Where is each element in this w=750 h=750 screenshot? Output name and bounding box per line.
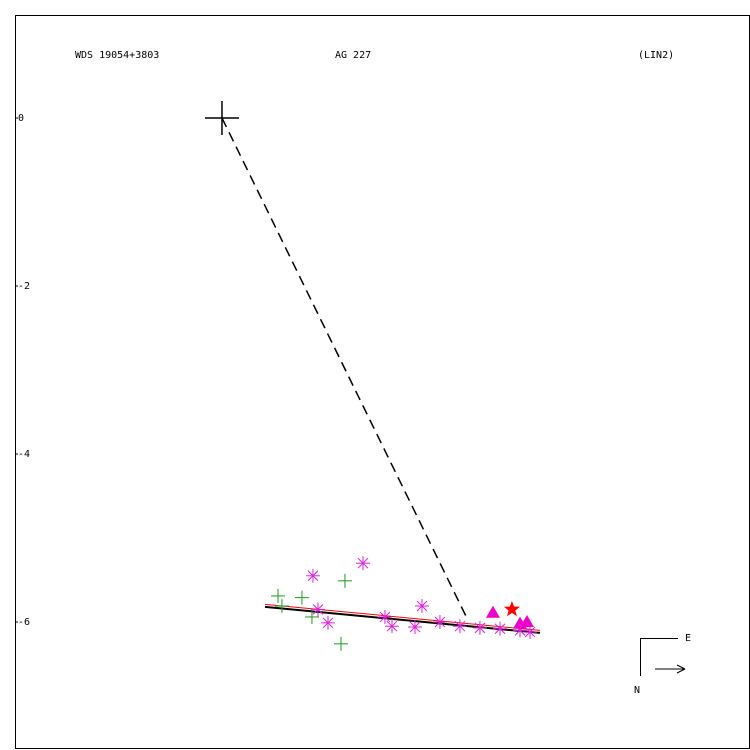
marker-stroke bbox=[454, 620, 466, 632]
data-point bbox=[384, 619, 399, 634]
marker-stroke bbox=[379, 611, 391, 623]
compass-north-label: N bbox=[634, 685, 640, 696]
marker-stroke bbox=[386, 620, 398, 632]
y-tick-label: -6 bbox=[18, 617, 30, 628]
marker-shape bbox=[485, 605, 500, 618]
data-point bbox=[305, 568, 320, 583]
marker-shape bbox=[503, 600, 521, 617]
data-point bbox=[294, 590, 309, 605]
orbit-line bbox=[264, 603, 541, 631]
data-point bbox=[472, 620, 487, 635]
data-point bbox=[334, 636, 349, 651]
data-point bbox=[320, 615, 335, 630]
data-point bbox=[503, 600, 521, 617]
marker-shape bbox=[519, 614, 534, 627]
data-point bbox=[452, 619, 467, 634]
y-tick-label: -2 bbox=[18, 281, 30, 292]
marker-stroke bbox=[357, 557, 369, 569]
data-point bbox=[414, 599, 429, 614]
motion-arrow bbox=[655, 664, 686, 670]
data-point bbox=[485, 605, 500, 618]
marker-stroke bbox=[307, 570, 319, 582]
marker-stroke bbox=[494, 623, 506, 635]
data-point bbox=[408, 620, 423, 635]
data-point bbox=[271, 588, 286, 603]
plot-frame bbox=[15, 15, 750, 749]
y-tick-label: 0 bbox=[18, 113, 24, 124]
dashed-line bbox=[221, 117, 469, 621]
data-point bbox=[356, 556, 371, 571]
marker-stroke bbox=[312, 604, 324, 615]
y-tick-label: -4 bbox=[18, 449, 30, 460]
marker-stroke bbox=[434, 616, 446, 628]
marker-stroke bbox=[524, 626, 536, 638]
data-point bbox=[337, 573, 352, 588]
data-point bbox=[523, 625, 538, 640]
compass bbox=[640, 638, 686, 676]
motion-arrow-head bbox=[676, 668, 686, 674]
marker-stroke bbox=[416, 600, 428, 612]
data-point bbox=[493, 621, 508, 636]
compass-east-label: E bbox=[685, 633, 691, 644]
data-point bbox=[304, 609, 319, 624]
marker-stroke bbox=[409, 621, 421, 633]
data-point bbox=[204, 100, 239, 135]
data-point bbox=[377, 609, 392, 624]
header-name: AG 227 bbox=[335, 50, 371, 61]
data-point bbox=[274, 599, 289, 614]
data-point bbox=[432, 614, 447, 629]
header-ref: (LIN2) bbox=[638, 50, 674, 61]
marker-stroke bbox=[474, 622, 486, 634]
header-id: WDS 19054+3803 bbox=[75, 50, 159, 61]
data-point bbox=[519, 614, 534, 627]
data-point bbox=[310, 602, 325, 617]
marker-stroke bbox=[322, 617, 334, 629]
